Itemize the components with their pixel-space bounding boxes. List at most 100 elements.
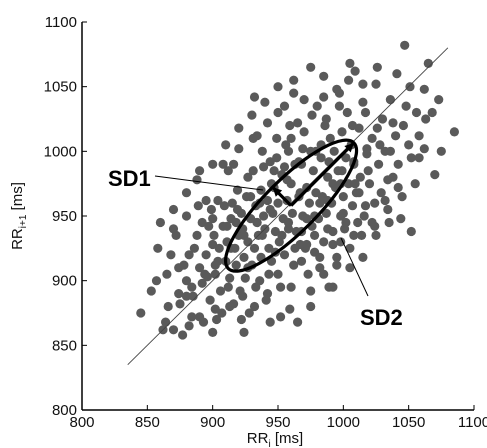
data-point [272,153,282,163]
data-point [374,159,384,169]
data-point [239,327,249,337]
data-point [299,95,309,105]
data-point [257,146,267,156]
data-point [304,198,314,208]
data-point [367,217,377,228]
data-point [359,211,369,221]
data-point [283,217,294,228]
data-point [406,226,416,237]
data-point [260,97,270,107]
data-point [449,127,459,137]
y-tick-label: 800 [52,402,77,419]
data-point [354,188,364,198]
data-point [276,282,286,292]
data-point [210,269,220,279]
data-point [201,250,211,260]
data-point [285,304,295,314]
data-point [384,217,394,228]
data-point [421,114,431,124]
data-point [223,282,233,292]
data-point [213,256,223,266]
x-axis-label: RRi [ms] [247,430,303,448]
data-point [257,230,267,240]
data-point [337,166,347,176]
data-point [239,252,249,262]
data-point [187,312,197,322]
data-point [334,101,344,111]
data-point [358,252,368,262]
data-point [229,159,239,169]
data-point [151,276,162,286]
data-point [181,276,192,286]
sd2-axis-line [289,141,356,207]
data-point [376,188,386,198]
x-tick-label: 950 [265,414,290,431]
data-point [262,289,273,299]
data-point [293,118,303,128]
data-point [342,107,352,118]
data-point [414,153,424,163]
data-point [383,204,393,215]
data-point [168,325,179,335]
data-point [153,243,163,253]
data-point [396,214,406,224]
data-point [385,146,395,156]
data-point [232,204,243,215]
data-point [315,198,325,208]
data-point [225,273,235,283]
data-point [181,211,192,221]
data-point [316,153,326,163]
data-point [210,304,220,314]
data-point [240,273,250,283]
data-point [146,286,156,296]
x-tick-label: 1000 [327,414,360,431]
data-point [427,107,437,118]
x-tick-label: 800 [69,414,94,431]
data-point [341,217,351,228]
data-point [231,260,241,270]
data-point [178,330,188,340]
identity-line [127,47,449,366]
data-point [367,133,377,143]
data-point [310,230,320,240]
data-point [215,286,226,296]
points-layer [136,40,459,340]
y-tick-label: 1050 [44,79,77,96]
data-point [423,58,433,68]
data-point [219,201,229,211]
sd2-pointer-line [340,237,369,297]
data-point [234,123,244,133]
data-point [302,214,312,224]
data-point [200,269,210,279]
data-point [319,92,329,102]
data-point [286,282,296,292]
data-point [360,201,371,211]
data-point [393,159,403,169]
data-point [246,192,256,202]
data-point [358,79,368,89]
data-point [303,269,313,279]
data-point [251,282,261,292]
data-point [404,140,414,150]
data-point [208,159,218,169]
data-point [163,301,173,312]
data-point [380,195,390,206]
y-tick-label: 950 [52,208,77,225]
data-point [355,172,365,182]
data-point [223,166,233,176]
data-point [332,252,342,262]
data-point [279,250,290,260]
x-ticks: 800 850 900 950 1000 1050 1100 [69,405,487,431]
data-point [187,282,197,292]
data-point [264,269,274,279]
data-point [372,123,382,133]
data-point [370,198,380,208]
data-point [299,127,309,137]
data-point [323,172,333,182]
data-point [328,282,338,292]
data-point [168,224,179,234]
data-point [277,230,287,240]
data-point [239,230,249,240]
data-point [350,66,360,76]
data-point [193,201,203,211]
